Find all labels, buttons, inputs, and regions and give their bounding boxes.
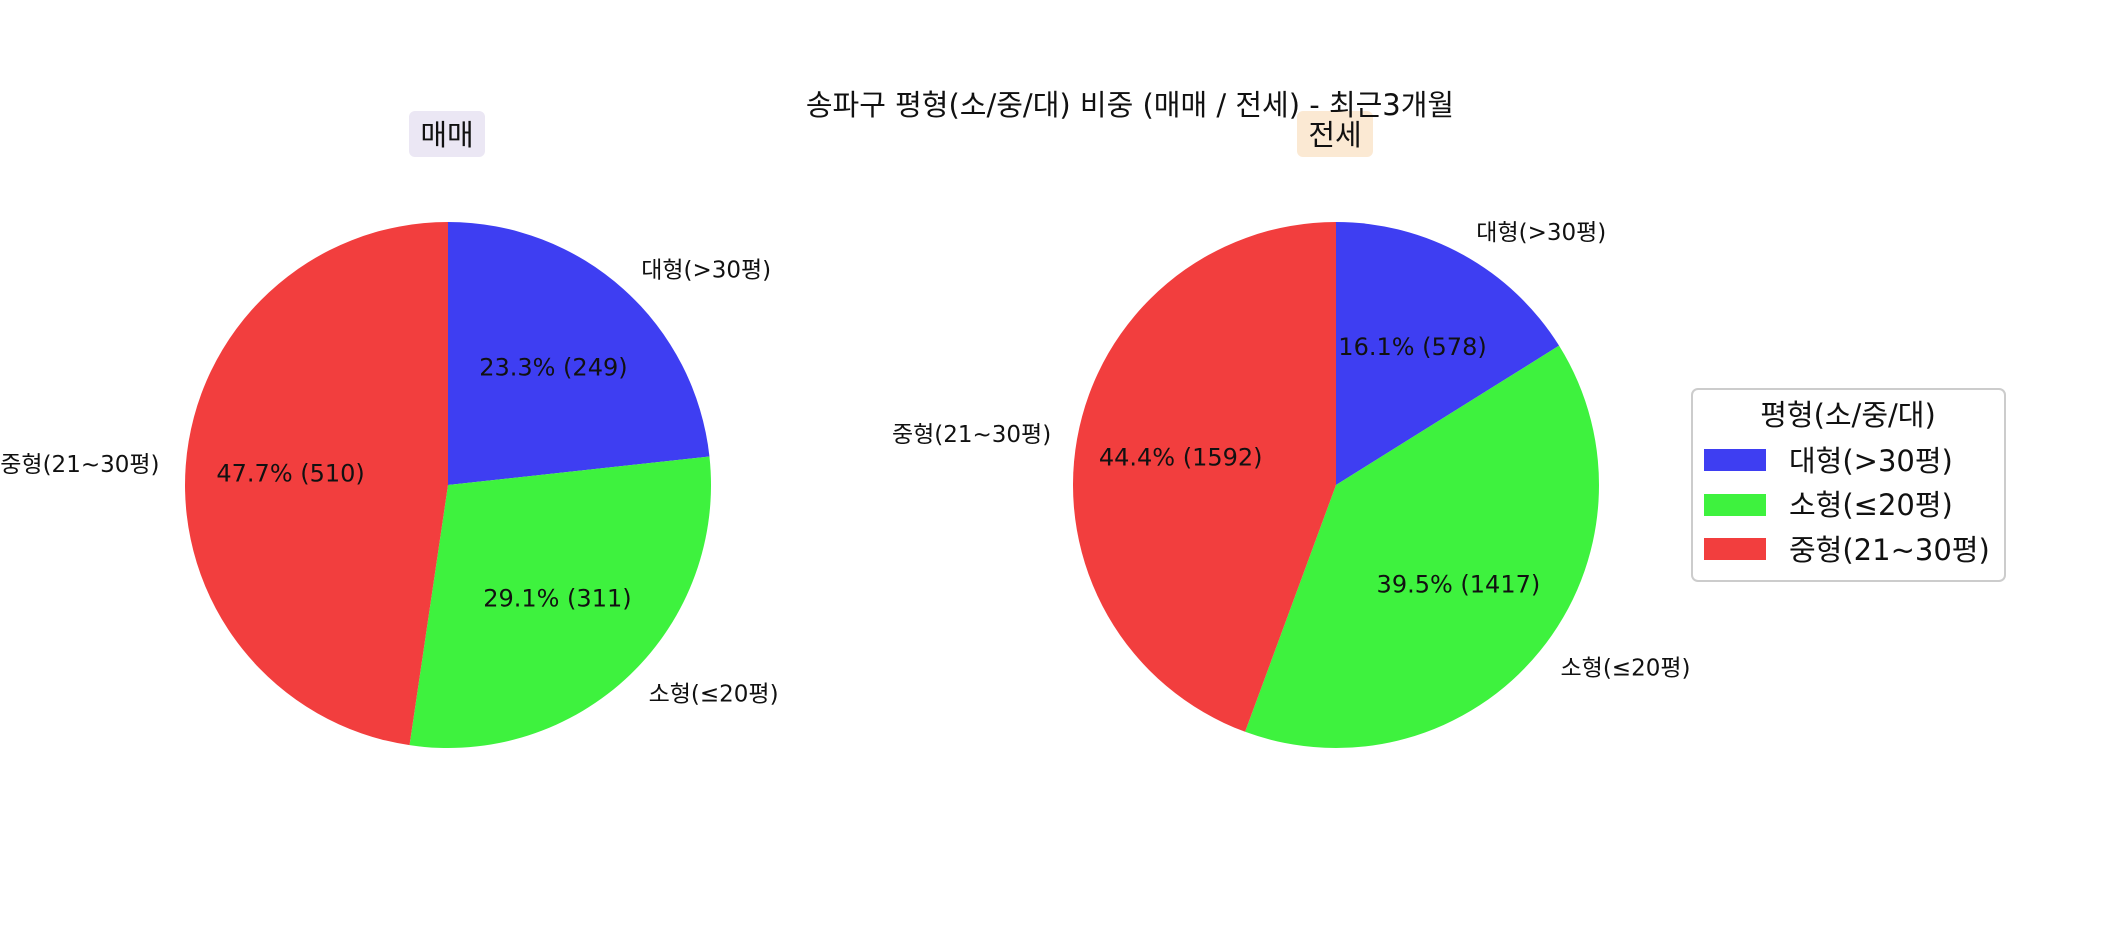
chart-title: 송파구 평형(소/중/대) 비중 (매매 / 전세) - 최근3개월 <box>806 88 1454 122</box>
pie-category-label: 대형(>30평) <box>641 258 771 284</box>
pie-slice-large <box>1336 222 1560 485</box>
pie-percent-label: 39.5% (1417) <box>1377 571 1541 599</box>
pie-title-background <box>409 111 485 157</box>
pie-percent-label: 16.1% (578) <box>1338 333 1486 361</box>
pie-category-label: 중형(21~30평) <box>0 452 159 478</box>
pie-slice-medium <box>1072 221 1336 732</box>
pie-slice-small <box>1245 345 1600 749</box>
legend: 평형(소/중/대) 대형(>30평) 소형(≤20평) 중형(21~30평) <box>1691 388 2006 582</box>
pie-percent-label: 29.1% (311) <box>483 585 631 613</box>
pie-title-sale: 매매 <box>420 118 473 152</box>
pie-title-jeonse: 전세 <box>1308 118 1361 152</box>
pie-title-background <box>1297 111 1373 157</box>
pie-category-label: 소형(≤20평) <box>1561 656 1691 682</box>
legend-title: 평형(소/중/대) <box>1760 398 1936 432</box>
pie-category-label: 중형(21~30평) <box>892 422 1051 448</box>
legend-swatch-small <box>1704 494 1766 516</box>
pie-percent-label: 23.3% (249) <box>479 354 627 382</box>
pie-chart-jeonse: 16.1% (578) 대형(>30평) 39.5% (1417) 소형(≤20평) 4… <box>892 111 1691 749</box>
legend-label-small: 소형(≤20평) <box>1789 488 1953 522</box>
legend-label-medium: 중형(21~30평) <box>1789 533 1990 567</box>
legend-swatch-large <box>1704 449 1766 471</box>
pie-slice-large <box>448 222 710 485</box>
legend-frame <box>1691 388 2006 582</box>
pie-category-label: 소형(≤20평) <box>649 681 779 707</box>
pie-category-label: 대형(>30평) <box>1476 220 1606 246</box>
legend-label-large: 대형(>30평) <box>1789 444 1953 478</box>
pie-slice-small <box>409 456 711 748</box>
pie-chart-sale: 23.3% (249) 대형(>30평) 29.1% (311) 소형(≤20평) 47… <box>0 111 779 748</box>
pie-percent-label: 47.7% (510) <box>216 459 364 487</box>
pie-slice-medium <box>185 222 449 746</box>
legend-swatch-medium <box>1704 538 1766 560</box>
pie-percent-label: 44.4% (1592) <box>1099 443 1263 471</box>
